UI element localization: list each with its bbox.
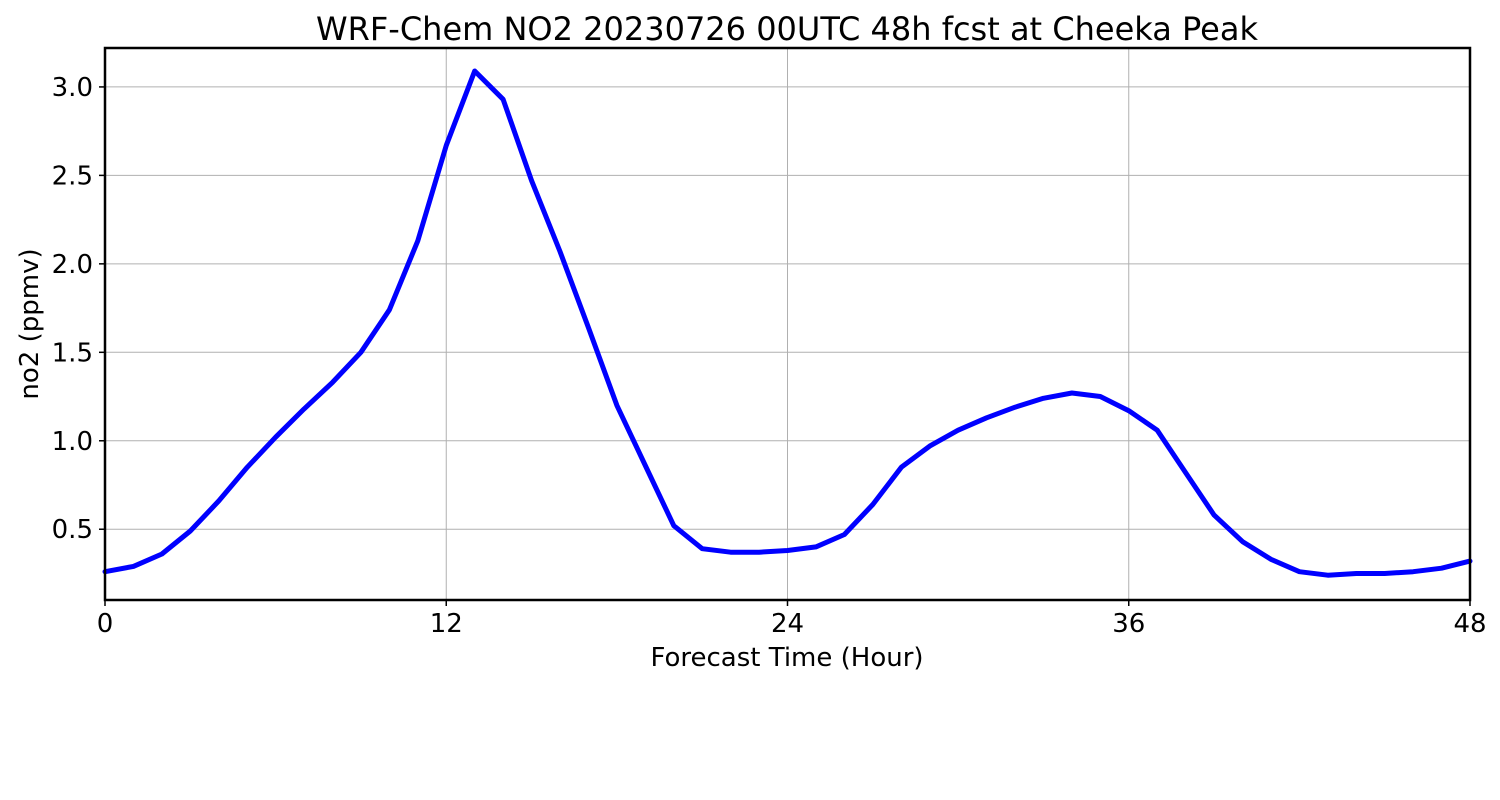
y-tick-label: 1.5 <box>52 338 93 368</box>
grid-lines <box>104 48 1471 600</box>
x-axis-label: Forecast Time (Hour) <box>650 643 923 673</box>
x-tick-label: 48 <box>1453 609 1486 639</box>
x-tick-label: 36 <box>1112 609 1145 639</box>
y-axis-label: no2 (ppmv) <box>15 248 45 399</box>
chart-title: WRF-Chem NO2 20230726 00UTC 48h fcst at … <box>316 10 1258 48</box>
axis-ticks: 0 12 24 36 48 0.5 1.0 1.5 2.0 2.5 3.0 <box>52 73 1487 639</box>
y-tick-label: 2.5 <box>52 161 93 191</box>
y-tick-label: 0.5 <box>52 515 93 545</box>
x-tick-label: 24 <box>771 609 804 639</box>
x-tick-label: 0 <box>97 609 114 639</box>
y-tick-label: 3.0 <box>52 73 93 103</box>
x-tick-label: 12 <box>430 609 463 639</box>
no2-series-line <box>102 68 1473 578</box>
series-layer <box>102 68 1473 578</box>
y-tick-label: 1.0 <box>52 427 93 457</box>
y-tick-label: 2.0 <box>52 250 93 280</box>
